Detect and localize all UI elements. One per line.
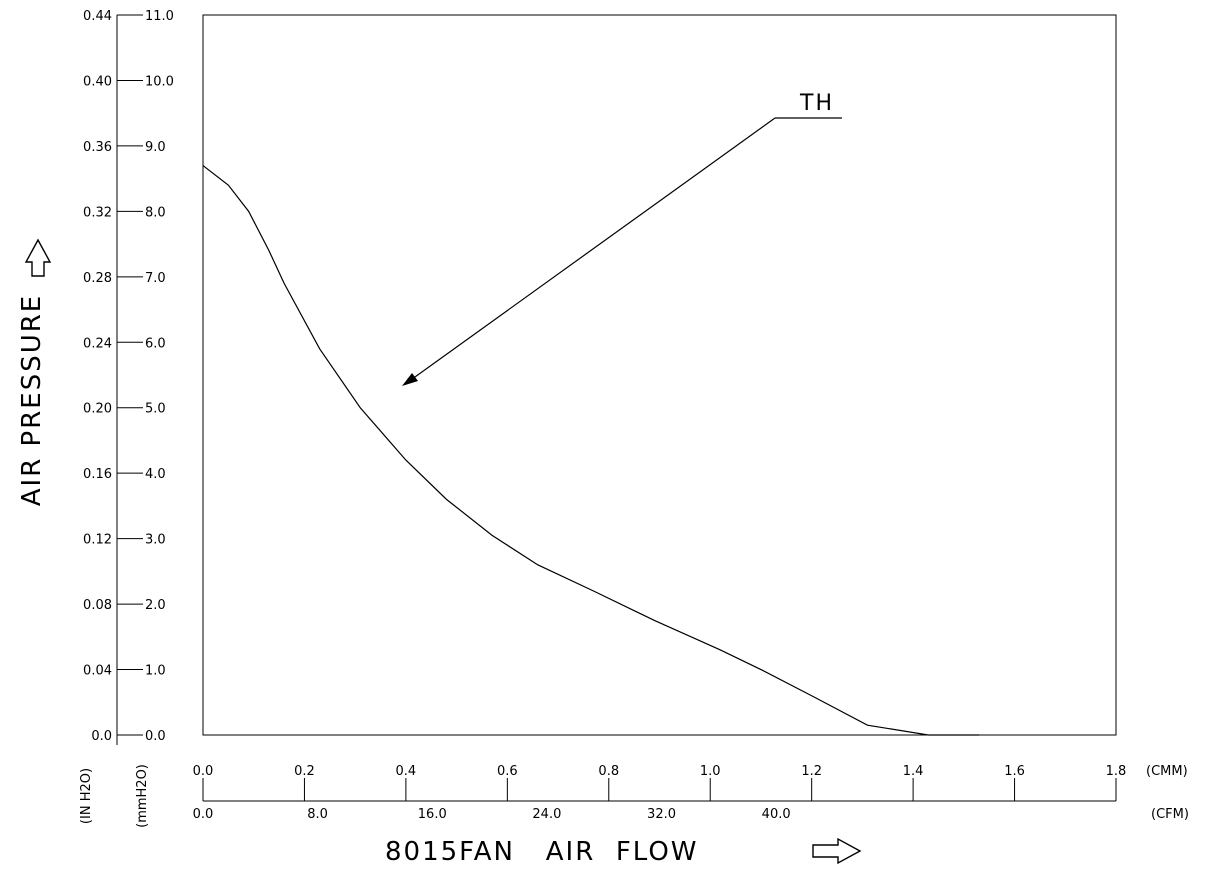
x-unit-cmm: (CMM) bbox=[1146, 764, 1188, 779]
leader-arrowhead bbox=[402, 373, 418, 386]
y-tick-label-inh2o: 0.12 bbox=[83, 533, 112, 548]
y-unit-inh2o: (IN H2O) bbox=[79, 768, 94, 824]
x-tick-label-cmm: 0.2 bbox=[294, 764, 315, 779]
curve-leader bbox=[402, 117, 842, 386]
x-tick-label-cfm: 0.0 bbox=[193, 807, 214, 822]
y-tick-label-mmh2o: 1.0 bbox=[145, 664, 166, 679]
x-tick-label-cmm: 0.8 bbox=[598, 764, 619, 779]
y-axis-mmh2o: 0.0 1.0 2.0 3.0 4.0 5.0 6.0 7.0 8.0 9.0 10.0 11.0 bbox=[116, 9, 174, 745]
y-tick-label-inh2o: 0.32 bbox=[83, 205, 112, 220]
curve-label: TH bbox=[799, 91, 834, 116]
x-axis-cfm: 0.0 8.0 16.0 24.0 32.0 40.0 bbox=[193, 807, 791, 822]
plot-border bbox=[202, 14, 1117, 736]
y-tick-label-mmh2o: 3.0 bbox=[145, 533, 166, 548]
x-tick-label-cmm: 1.4 bbox=[903, 764, 924, 779]
right-arrow-icon bbox=[812, 837, 862, 865]
x-tick-label-cfm: 16.0 bbox=[418, 807, 447, 822]
y-tick-label-mmh2o: 11.0 bbox=[145, 9, 174, 24]
y-tick-label-inh2o: 0.0 bbox=[91, 729, 112, 744]
x-tick-label-cfm: 24.0 bbox=[532, 807, 561, 822]
y-unit-mmh2o: (mmH2O) bbox=[135, 764, 150, 828]
x-tick-label-cmm: 1.0 bbox=[700, 764, 721, 779]
y-tick-label-inh2o: 0.28 bbox=[83, 271, 112, 286]
plot-frame bbox=[202, 14, 1117, 736]
x-axis-title: 8015FAN AIR FLOW bbox=[385, 837, 699, 867]
y-tick-label-mmh2o: 6.0 bbox=[145, 336, 166, 351]
y-tick-label-inh2o: 0.20 bbox=[83, 402, 112, 417]
y-tick-label-inh2o: 0.40 bbox=[83, 74, 112, 89]
y-tick-label-mmh2o: 8.0 bbox=[145, 205, 166, 220]
y-tick-label-inh2o: 0.24 bbox=[83, 336, 112, 351]
y-tick-label-mmh2o: 10.0 bbox=[145, 74, 174, 89]
y-axis-inh2o: 0.0 0.04 0.08 0.12 0.16 0.20 0.24 0.28 0.32 0.36 0… bbox=[83, 9, 112, 744]
y-tick-label-mmh2o: 5.0 bbox=[145, 402, 166, 417]
x-tick-label-cmm: 0.6 bbox=[497, 764, 518, 779]
y-axis-title: AIR PRESSURE bbox=[17, 294, 47, 507]
y-tick-label-inh2o: 0.44 bbox=[83, 9, 112, 24]
y-tick-label-inh2o: 0.08 bbox=[83, 598, 112, 613]
x-axis-cmm: 0.0 0.2 0.4 0.6 0.8 1.0 1.2 1.4 1.6 1.8 bbox=[193, 764, 1127, 802]
y-tick-label-mmh2o: 0.0 bbox=[145, 729, 166, 744]
x-tick-label-cmm: 1.6 bbox=[1004, 764, 1025, 779]
up-arrow-icon bbox=[24, 238, 52, 277]
y-tick-label-inh2o: 0.36 bbox=[83, 140, 112, 155]
x-tick-label-cfm: 40.0 bbox=[762, 807, 791, 822]
y-tick-label-mmh2o: 2.0 bbox=[145, 598, 166, 613]
x-tick-label-cmm: 0.0 bbox=[193, 764, 214, 779]
y-tick-label-inh2o: 0.16 bbox=[83, 467, 112, 482]
y-tick-label-mmh2o: 4.0 bbox=[145, 467, 166, 482]
y-tick-label-inh2o: 0.04 bbox=[83, 664, 112, 679]
x-tick-label-cmm: 1.2 bbox=[801, 764, 822, 779]
series-layer bbox=[202, 165, 980, 736]
x-tick-label-cmm: 1.8 bbox=[1106, 764, 1127, 779]
x-unit-cfm: (CFM) bbox=[1151, 807, 1189, 822]
x-tick-label-cfm: 32.0 bbox=[647, 807, 676, 822]
y-tick-label-mmh2o: 9.0 bbox=[145, 140, 166, 155]
x-tick-label-cmm: 0.4 bbox=[396, 764, 417, 779]
series-line-th bbox=[202, 165, 980, 736]
x-tick-label-cfm: 8.0 bbox=[307, 807, 328, 822]
y-tick-label-mmh2o: 7.0 bbox=[145, 271, 166, 286]
